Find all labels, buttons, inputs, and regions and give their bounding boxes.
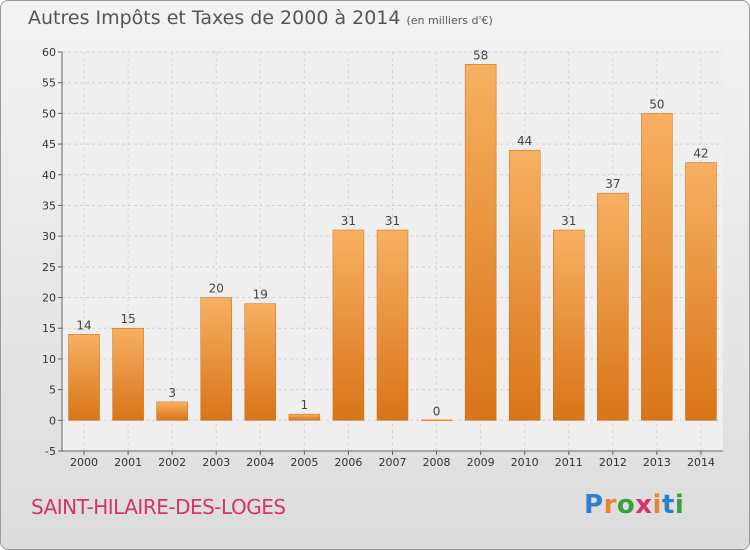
bar-2013: [641, 113, 673, 421]
data-label: 44: [517, 134, 532, 148]
logo-letter: t: [661, 490, 675, 520]
bars: [68, 64, 717, 422]
x-tick-label: 2005: [290, 456, 318, 469]
y-tick-label: 35: [42, 199, 56, 212]
data-label: 0: [433, 404, 441, 418]
bar-2004: [244, 303, 277, 421]
x-tick-label: 2008: [423, 456, 451, 469]
proxiti-logo: Proxiti: [584, 490, 684, 520]
x-tick-label: 2002: [158, 456, 186, 469]
data-label: 37: [605, 177, 620, 191]
x-tick-label: 2009: [467, 456, 495, 469]
y-tick-label: 30: [42, 230, 56, 243]
bar-2011: [553, 229, 585, 421]
data-label: 19: [253, 288, 268, 302]
data-label: 1: [301, 398, 309, 412]
logo-letter: x: [635, 490, 653, 520]
data-label: 42: [693, 146, 708, 160]
data-label: 3: [168, 386, 176, 400]
x-tick-label: 2000: [70, 456, 98, 469]
y-tick-label: 5: [49, 384, 56, 397]
logo-letter: r: [603, 490, 617, 520]
bar-2012: [597, 192, 629, 421]
bar-2006: [332, 229, 365, 421]
y-tick-label: 20: [42, 292, 56, 305]
x-tick-label: 2014: [687, 456, 715, 469]
bar-2002: [156, 401, 188, 421]
x-tick-label: 2006: [334, 456, 362, 469]
bar-2001: [112, 327, 144, 421]
bar-2000: [68, 334, 100, 421]
x-tick-label: 2001: [114, 456, 142, 469]
bar-2014: [685, 162, 717, 421]
data-label: 15: [120, 312, 135, 326]
unit-note: (en milliers d'€): [406, 14, 493, 27]
y-tick-label: 0: [49, 414, 56, 427]
bar-2007: [376, 229, 409, 421]
y-tick-label: 10: [42, 353, 56, 366]
bar-2010: [508, 149, 541, 421]
y-tick-label: -5: [45, 445, 56, 458]
x-tick-label: 2004: [246, 456, 274, 469]
data-label: 50: [649, 97, 664, 111]
bar-2005: [288, 413, 321, 421]
data-label: 14: [76, 318, 91, 332]
x-tick-label: 2003: [202, 456, 230, 469]
logo-letter: P: [584, 490, 604, 520]
y-tick-label: 15: [42, 322, 56, 335]
y-tick-label: 45: [42, 138, 56, 151]
y-tick-label: 25: [42, 261, 56, 274]
commune-name: SAINT-HILAIRE-DES-LOGES: [31, 495, 286, 519]
x-tick-label: 2011: [555, 456, 583, 469]
chart-title: Autres Impôts et Taxes de 2000 à 2014 (en…: [28, 7, 493, 29]
x-tick-label: 2012: [599, 456, 627, 469]
data-label: 31: [341, 214, 356, 228]
logo-letter: i: [652, 490, 662, 520]
logo-letter: o: [616, 490, 636, 520]
data-labels: 14 15 3 20 19 1 31 31 0 58 44 31 37 50 42: [76, 48, 708, 418]
bar-2009: [464, 64, 497, 421]
data-label: 31: [385, 214, 400, 228]
x-tick-label: 2007: [379, 456, 407, 469]
chart-title-text: Autres Impôts et Taxes de 2000 à 2014: [28, 7, 401, 29]
data-label: 20: [209, 282, 224, 296]
y-tick-label: 60: [42, 46, 56, 59]
x-tick-label: 2010: [511, 456, 539, 469]
bar-2003: [200, 297, 232, 421]
y-tick-label: 55: [42, 77, 56, 90]
data-label: 31: [561, 214, 576, 228]
y-tick-label: 50: [42, 107, 56, 120]
y-tick-label: 40: [42, 169, 56, 182]
data-label: 58: [473, 48, 488, 62]
x-tick-label: 2013: [643, 456, 671, 469]
logo-letter: i: [674, 490, 685, 520]
